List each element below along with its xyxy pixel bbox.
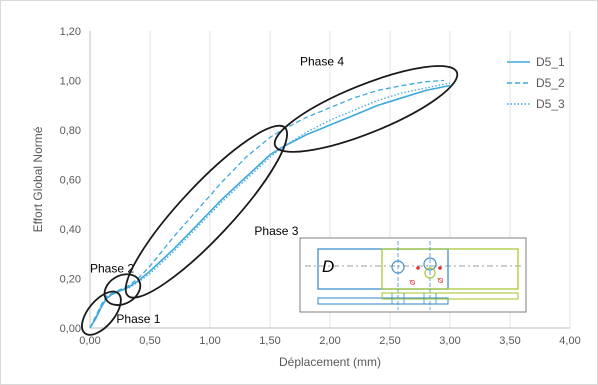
- legend: D5_1 D5_2 D5_3: [507, 55, 565, 111]
- y-tick-label: 0,00: [60, 323, 81, 335]
- x-tick-label: 4,00: [559, 335, 580, 347]
- y-axis-title: Effort Global Normé: [31, 126, 45, 232]
- axes: 0,00 0,50 1,00 1,50 2,00 2,50 3,00 3,50 4,00 0,00…: [31, 26, 581, 369]
- legend-label: D5_1: [536, 55, 565, 69]
- phase-label: Phase 3: [254, 224, 298, 238]
- phase-label: Phase 2: [90, 261, 134, 275]
- phase-ellipse: [273, 65, 459, 153]
- x-tick-label: 0,00: [79, 335, 100, 347]
- x-tick-label: 2,50: [379, 335, 400, 347]
- phase-ellipse: [103, 273, 142, 306]
- inset-hole-1: [391, 260, 405, 274]
- inset-hole-3: [424, 267, 436, 279]
- x-tick-label: 0,50: [139, 335, 160, 347]
- inset-dim-label-2: Ø: [438, 277, 445, 283]
- series-line-d5_2: [89, 79, 445, 329]
- y-tick-label: 1,20: [60, 26, 81, 38]
- phase-annotations: Phase 1 Phase 2 Phase 3 Phase 4: [81, 55, 459, 336]
- x-tick-label: 2,00: [319, 335, 340, 347]
- x-axis-title: Déplacement (mm): [279, 355, 381, 369]
- y-tick-label: 0,80: [60, 125, 81, 137]
- series-lines: [89, 79, 451, 329]
- series-line-d5_1: [89, 84, 451, 329]
- inset-marker-2: [438, 266, 442, 270]
- inset-label-d: D: [322, 257, 334, 276]
- inset-side-blue: [317, 297, 449, 305]
- inset-dim-label-1: Ø: [410, 279, 417, 285]
- x-tick-label: 3,50: [499, 335, 520, 347]
- x-tick-label: 1,50: [259, 335, 280, 347]
- legend-label: D5_3: [536, 97, 565, 111]
- legend-label: D5_2: [536, 76, 565, 90]
- phase-ellipse: [81, 290, 122, 336]
- x-tick-label: 1,00: [199, 335, 220, 347]
- y-tick-label: 1,00: [60, 76, 81, 88]
- inset-frame: [299, 237, 527, 313]
- series-line-d5_3: [89, 82, 451, 329]
- y-tick-label: 0,60: [60, 175, 81, 187]
- inset-hole-2: [423, 257, 437, 271]
- y-tick-label: 0,40: [60, 224, 81, 236]
- y-tick-label: 0,20: [60, 274, 81, 286]
- inset-plate-green: [381, 248, 519, 290]
- inset-marker-1: [416, 266, 420, 270]
- x-tick-label: 3,00: [439, 335, 460, 347]
- phase-label: Phase 4: [300, 55, 344, 69]
- specimen-inset: Ø Ø D: [299, 237, 527, 313]
- inset-side-green: [381, 292, 519, 300]
- phase-label: Phase 1: [116, 312, 160, 326]
